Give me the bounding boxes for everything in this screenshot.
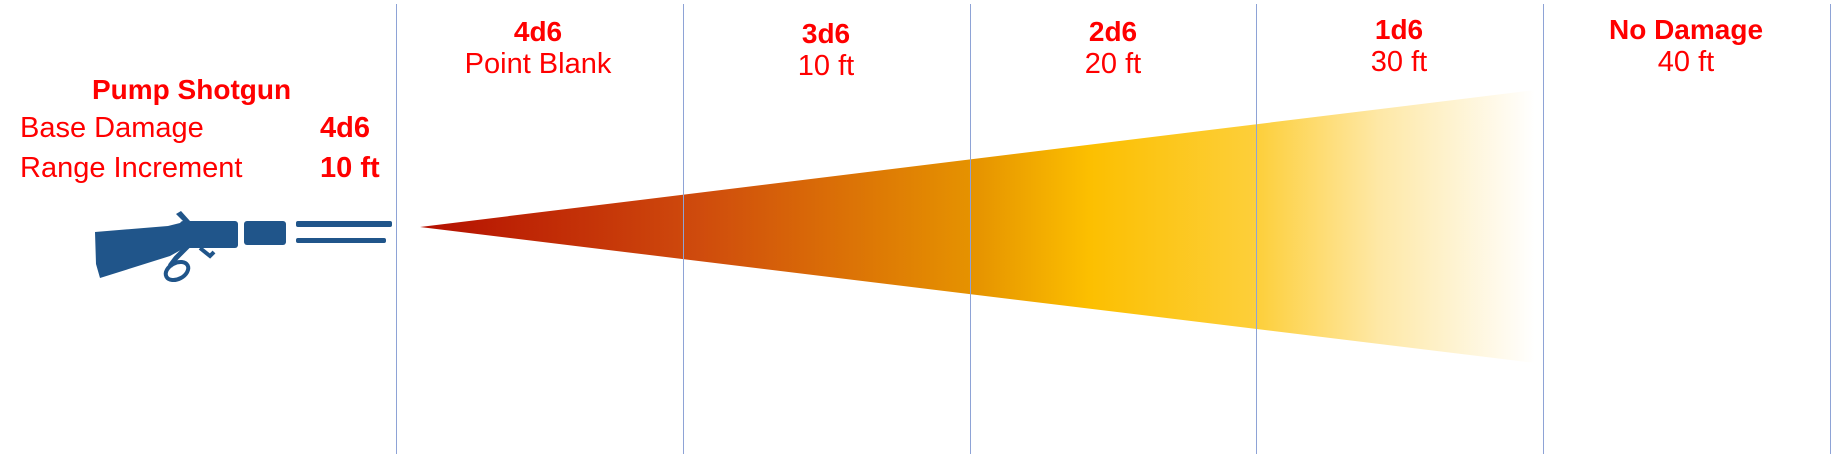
- zone-damage: No Damage: [1608, 14, 1764, 45]
- zone-divider: [970, 4, 971, 454]
- zone-damage: 4d6: [513, 16, 563, 47]
- zone-damage: 1d6: [1374, 14, 1424, 45]
- range-increment-value: 10 ft: [320, 152, 380, 184]
- zone-range: 30 ft: [1370, 46, 1428, 78]
- zone-range: 20 ft: [1084, 48, 1142, 80]
- zone-header-20ft: 2d6 20 ft: [1085, 16, 1141, 81]
- zone-divider: [683, 4, 684, 454]
- zone-range: 40 ft: [1657, 46, 1715, 78]
- zone-range: 10 ft: [797, 50, 855, 82]
- range-increment-label: Range Increment: [20, 152, 243, 184]
- damage-cone: [420, 90, 1535, 363]
- weapon-name: Pump Shotgun: [92, 74, 292, 105]
- zone-divider: [1256, 4, 1257, 454]
- shotgun-icon: [95, 211, 392, 283]
- zone-divider: [396, 4, 397, 454]
- zone-divider: [1543, 4, 1544, 454]
- zone-divider: [1830, 4, 1831, 454]
- zone-damage: 3d6: [801, 18, 851, 49]
- base-damage-label: Base Damage: [20, 112, 204, 144]
- zone-damage: 2d6: [1088, 16, 1138, 47]
- zone-header-point-blank: 4d6 Point Blank: [465, 16, 612, 81]
- zone-header-no-damage: No Damage 40 ft: [1609, 14, 1763, 79]
- zone-header-10ft: 3d6 10 ft: [798, 18, 854, 83]
- base-damage-value: 4d6: [320, 112, 370, 144]
- zone-range: Point Blank: [464, 48, 612, 80]
- zone-header-30ft: 1d6 30 ft: [1371, 14, 1427, 79]
